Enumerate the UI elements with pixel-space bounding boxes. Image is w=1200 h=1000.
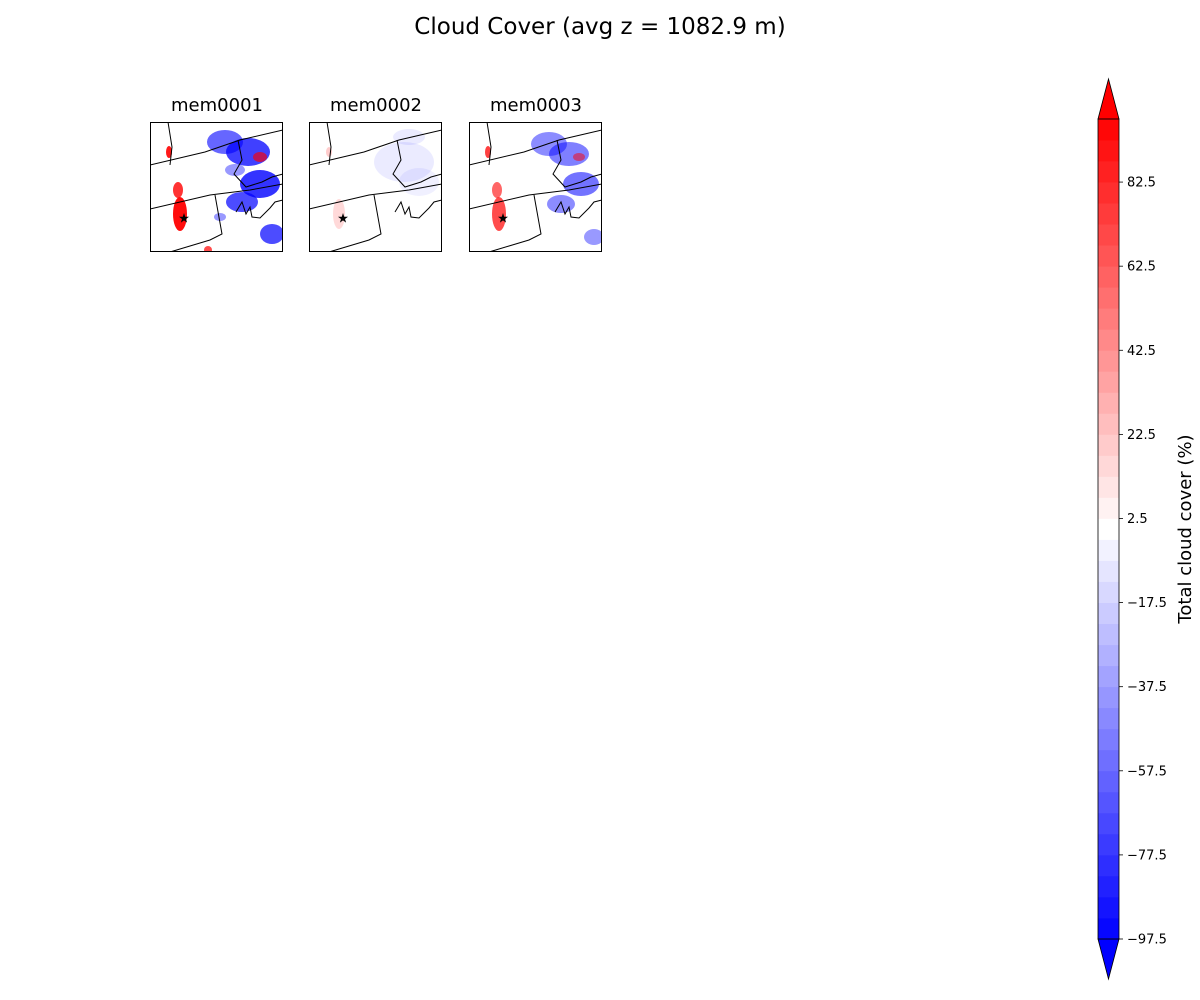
colorbar-bin — [1098, 917, 1119, 940]
colorbar-bin — [1098, 665, 1119, 688]
colorbar-bin — [1098, 518, 1119, 540]
colorbar-bin — [1098, 119, 1119, 141]
colorbar-bin — [1098, 266, 1119, 288]
colorbar-bin — [1098, 350, 1119, 372]
colorbar-bin — [1098, 707, 1119, 730]
colorbar-bin — [1098, 644, 1119, 667]
map-panel-mem0003 — [469, 122, 602, 252]
colorbar-bin — [1098, 476, 1119, 498]
colorbar-bin — [1098, 791, 1119, 814]
colorbar-tick-label: 42.5 — [1127, 344, 1156, 359]
colorbar-tick-label: −77.5 — [1127, 848, 1167, 863]
colorbar-bin — [1098, 224, 1119, 246]
colorbar-bin — [1098, 434, 1119, 456]
colorbar-tick-label: 82.5 — [1127, 176, 1156, 191]
colorbar-bin — [1098, 182, 1119, 204]
colorbar-bin — [1098, 875, 1119, 898]
colorbar-bin — [1098, 770, 1119, 793]
colorbar-label: Total cloud cover (%) — [1175, 434, 1196, 624]
colorbar-bin — [1098, 854, 1119, 877]
boundaries — [150, 122, 283, 252]
colorbar-bin — [1098, 497, 1119, 519]
star-marker — [179, 213, 189, 223]
colorbar-bin — [1098, 413, 1119, 435]
colorbar-bin — [1098, 581, 1119, 603]
colorbar-bin — [1098, 539, 1119, 561]
colorbar-bin — [1098, 392, 1119, 414]
map-panel-mem0001 — [150, 122, 283, 252]
colorbar-extend-high — [1097, 77, 1120, 120]
colorbar-tick-label: 62.5 — [1127, 260, 1156, 275]
colorbar-tick-label: −57.5 — [1127, 764, 1167, 779]
colorbar: −97.5 −77.5 −57.5 −37.5 −17.5 2.5 22.5 42.5 62.5… — [1090, 75, 1200, 985]
figure-title: Cloud Cover (avg z = 1082.9 m) — [414, 14, 786, 40]
colorbar-bin — [1098, 308, 1119, 330]
colorbar-bin — [1098, 560, 1119, 582]
colorbar-bin — [1098, 728, 1119, 751]
colorbar-bin — [1098, 287, 1119, 309]
colorbar-bin — [1098, 833, 1119, 856]
colorbar-bin — [1098, 245, 1119, 267]
colorbar-tick-label: −17.5 — [1127, 596, 1167, 611]
colorbar-bin — [1098, 140, 1119, 162]
colorbar-bin — [1098, 749, 1119, 772]
colorbar-bin — [1098, 686, 1119, 709]
colorbar-bin — [1098, 203, 1119, 225]
map-panel-mem0002 — [309, 122, 442, 252]
colorbar-bin — [1098, 896, 1119, 919]
colorbar-bin — [1098, 623, 1119, 646]
colorbar-bin — [1098, 161, 1119, 183]
colorbar-bin — [1098, 602, 1119, 625]
panel-title-mem0002: mem0002 — [330, 95, 422, 116]
panel-title-mem0001: mem0001 — [171, 95, 263, 116]
colorbar-bin — [1098, 329, 1119, 351]
panel-title-mem0003: mem0003 — [490, 95, 582, 116]
colorbar-tick-label: 22.5 — [1127, 428, 1156, 443]
colorbar-tick-label: −37.5 — [1127, 680, 1167, 695]
colorbar-bin — [1098, 455, 1119, 477]
colorbar-outline — [1097, 118, 1120, 940]
colorbar-bin — [1098, 371, 1119, 393]
colorbar-extend-low — [1097, 938, 1120, 981]
colorbar-tick-label: 2.5 — [1127, 512, 1148, 527]
colorbar-tick-label: −97.5 — [1127, 933, 1167, 948]
colorbar-bin — [1098, 812, 1119, 835]
